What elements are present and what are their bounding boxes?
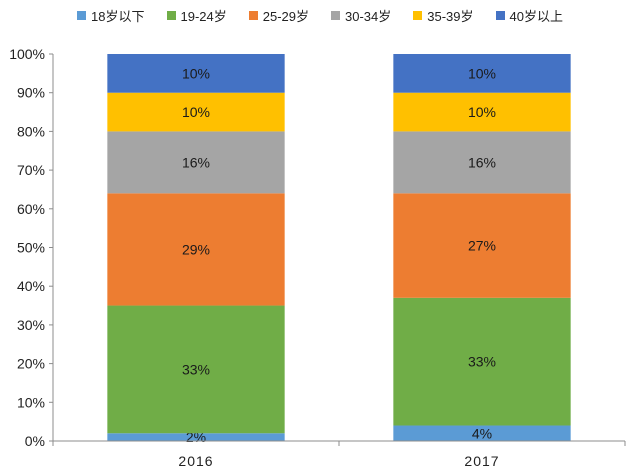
legend-swatch bbox=[495, 11, 505, 20]
legend-swatch bbox=[413, 11, 423, 20]
data-label: 16% bbox=[468, 154, 496, 170]
y-tick-label: 30% bbox=[17, 317, 45, 333]
bar-segment bbox=[393, 92, 571, 132]
data-label: 29% bbox=[182, 241, 210, 257]
data-label: 33% bbox=[182, 361, 210, 377]
legend-label: 30-34岁 bbox=[345, 9, 392, 24]
data-label: 33% bbox=[468, 354, 496, 370]
data-label: 16% bbox=[182, 154, 210, 170]
y-tick-label: 50% bbox=[17, 240, 45, 256]
y-tick-label: 80% bbox=[17, 123, 45, 139]
data-label: 27% bbox=[468, 238, 496, 254]
y-tick-label: 60% bbox=[17, 201, 45, 217]
legend-item: 18岁以下 bbox=[77, 6, 145, 25]
bar-segment bbox=[393, 131, 571, 194]
legend-swatch bbox=[331, 11, 340, 20]
y-tick-label: 70% bbox=[17, 162, 45, 178]
legend-swatch bbox=[77, 11, 87, 20]
y-tick-label: 10% bbox=[17, 394, 45, 410]
y-tick-label: 90% bbox=[17, 85, 45, 101]
data-label: 10% bbox=[182, 104, 210, 120]
chart-legend: 18岁以下 19-24岁 25-29岁 30-34岁 35-39岁 40岁以上 bbox=[0, 6, 640, 25]
legend-label: 40岁以上 bbox=[509, 9, 563, 24]
legend-item: 30-34岁 bbox=[331, 6, 391, 25]
bar-segment bbox=[107, 131, 285, 194]
legend-item: 19-24岁 bbox=[166, 6, 227, 25]
x-tick-label: 2016 bbox=[178, 453, 213, 469]
legend-swatch bbox=[248, 11, 258, 20]
data-label: 10% bbox=[182, 65, 210, 81]
x-tick-label: 2017 bbox=[464, 453, 499, 469]
data-label: 10% bbox=[468, 65, 496, 81]
bar-segment bbox=[393, 297, 571, 426]
bar-segment bbox=[107, 92, 285, 132]
legend-label: 35-39岁 bbox=[427, 9, 474, 24]
y-tick-label: 100% bbox=[9, 46, 45, 62]
data-label: 4% bbox=[472, 425, 492, 441]
bar-segment bbox=[393, 54, 571, 93]
legend-label: 19-24岁 bbox=[180, 9, 227, 24]
bar-segment bbox=[107, 54, 285, 93]
data-label: 10% bbox=[468, 104, 496, 120]
legend-label: 18岁以下 bbox=[91, 9, 145, 24]
legend-swatch bbox=[166, 11, 176, 20]
y-tick-label: 40% bbox=[17, 278, 45, 294]
legend-item: 40岁以上 bbox=[495, 6, 563, 25]
bar-segment bbox=[107, 193, 285, 306]
y-tick-label: 0% bbox=[25, 433, 45, 449]
bar-segment bbox=[107, 305, 285, 434]
bar-segment bbox=[107, 433, 285, 441]
bar-segment bbox=[393, 193, 571, 298]
legend-item: 35-39岁 bbox=[413, 6, 474, 25]
y-tick-label: 20% bbox=[17, 356, 45, 372]
bar-segment bbox=[393, 425, 571, 441]
legend-label: 25-29岁 bbox=[262, 9, 309, 24]
legend-item: 25-29岁 bbox=[248, 6, 309, 25]
